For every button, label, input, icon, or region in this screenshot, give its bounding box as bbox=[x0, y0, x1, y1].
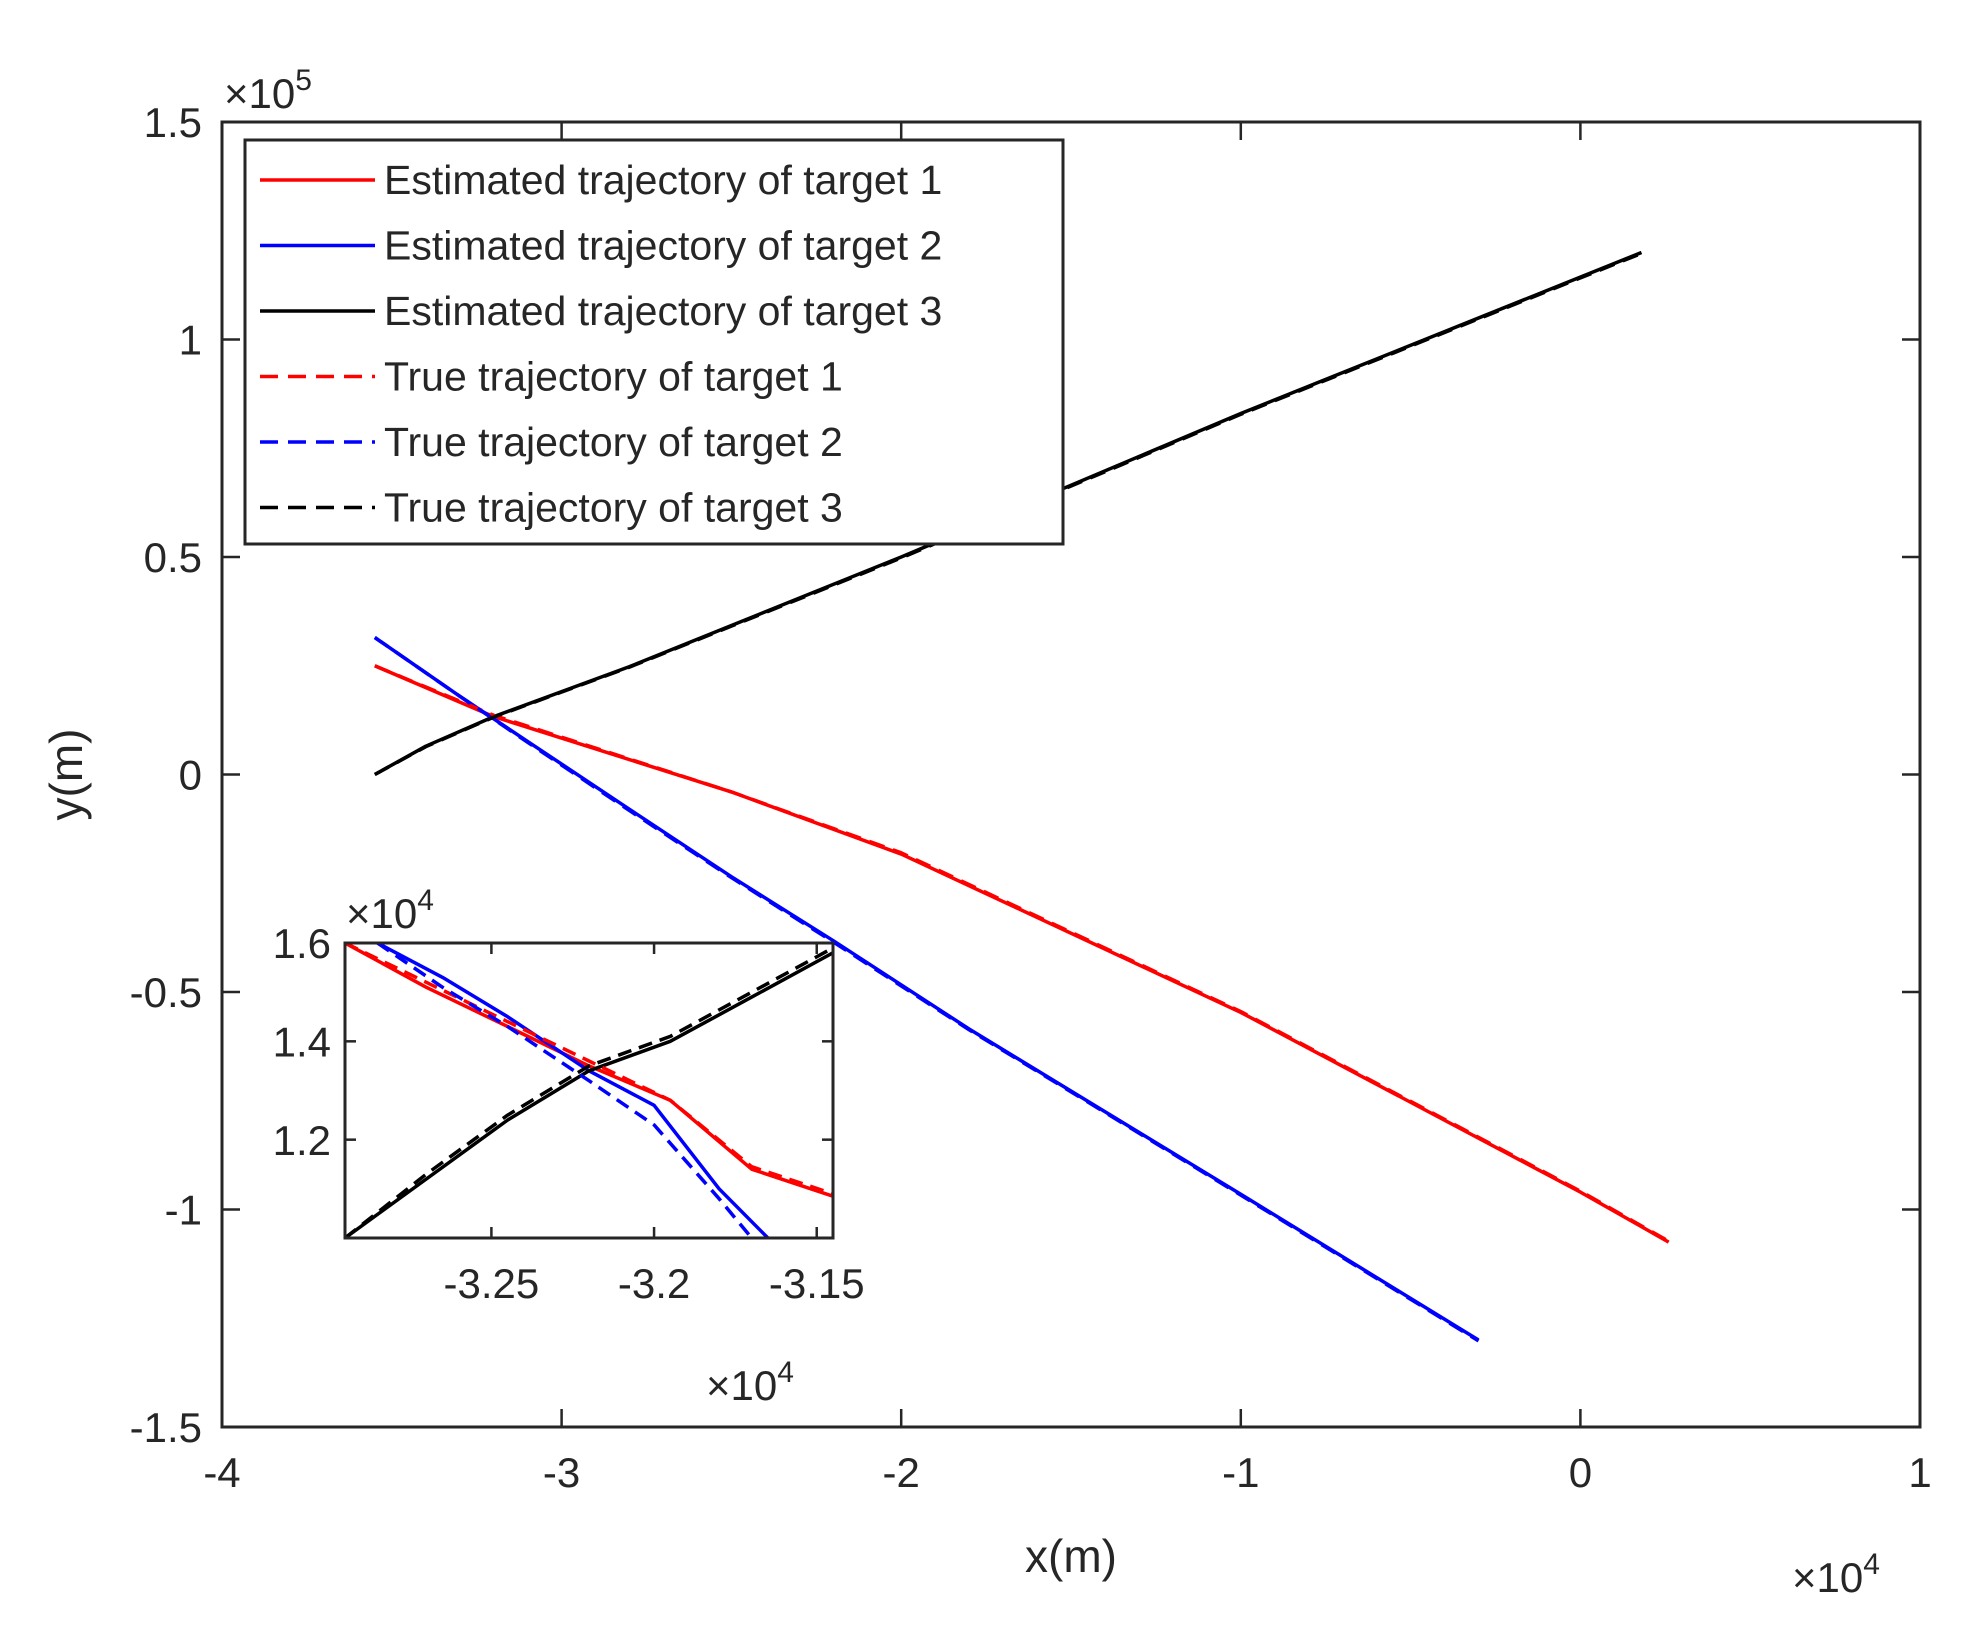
main-ticks: -4 -3 -2 -1 0 1 -1.5 -1 -0.5 0 0.5 1 1.5 bbox=[130, 99, 1932, 1496]
x-axis-exponent: ×104 bbox=[1792, 1548, 1880, 1601]
inset-y-tick-label: 1.6 bbox=[273, 920, 331, 967]
inset-series-6-true-line bbox=[345, 946, 833, 1238]
main-x-tick-label: -1 bbox=[1222, 1449, 1259, 1496]
main-series-group bbox=[373, 250, 1670, 1343]
main-y-tick-label: 1 bbox=[179, 317, 202, 364]
y-axis-label: y(m) bbox=[40, 729, 92, 821]
legend-label-6: True trajectory of target 3 bbox=[384, 485, 843, 531]
main-plot-border bbox=[220, 120, 1922, 1429]
y-axis-exponent: ×105 bbox=[224, 64, 312, 117]
inset-x-tick-label: -3.25 bbox=[444, 1260, 540, 1307]
inset-series-group bbox=[345, 943, 833, 1238]
inset-series-4-true-line bbox=[345, 943, 833, 1196]
inset-ticks: -3.25 -3.2 -3.15 1.2 1.4 1.6 bbox=[273, 920, 865, 1307]
main-x-tick-label: -3 bbox=[543, 1449, 580, 1496]
legend-label-2: Estimated trajectory of target 2 bbox=[384, 223, 942, 269]
inset-x-axis-exponent: ×104 bbox=[706, 1356, 794, 1409]
inset-series-3-estimated-line bbox=[345, 951, 833, 1238]
main-x-tick-label: 1 bbox=[1908, 1449, 1931, 1496]
inset-y-tick-label: 1.2 bbox=[273, 1117, 331, 1164]
inset-y-axis-exponent: ×104 bbox=[346, 884, 434, 937]
main-y-tick-label: 1.5 bbox=[144, 99, 202, 146]
legend-items: Estimated trajectory of target 1 Estimate… bbox=[260, 157, 942, 531]
legend-label-4: True trajectory of target 1 bbox=[384, 354, 843, 400]
inset-y-tick-label: 1.4 bbox=[273, 1018, 331, 1065]
legend-label-3: Estimated trajectory of target 3 bbox=[384, 288, 942, 334]
main-x-tick-label: 0 bbox=[1569, 1449, 1592, 1496]
inset-plot-frame bbox=[345, 943, 833, 1238]
main-x-tick-label: -2 bbox=[883, 1449, 920, 1496]
main-x-tick-label: -4 bbox=[203, 1449, 240, 1496]
main-y-tick-label: -1 bbox=[165, 1187, 202, 1234]
legend-label-1: Estimated trajectory of target 1 bbox=[384, 157, 942, 203]
main-y-tick-label: 0 bbox=[179, 752, 202, 799]
inset-x-tick-label: -3.2 bbox=[618, 1260, 690, 1307]
inset-axes: -3.25 -3.2 -3.15 1.2 1.4 1.6 ×104 ×104 bbox=[273, 884, 865, 1409]
legend-box bbox=[243, 138, 1065, 546]
inset-x-tick-label: -3.15 bbox=[769, 1260, 865, 1307]
inset-plot-border bbox=[343, 941, 835, 1240]
legend: Estimated trajectory of target 1 Estimate… bbox=[243, 138, 1065, 546]
inset-series-5-true-line bbox=[376, 943, 754, 1238]
legend-label-5: True trajectory of target 2 bbox=[384, 419, 843, 465]
main-y-tick-label: 0.5 bbox=[144, 534, 202, 581]
main-y-tick-label: -1.5 bbox=[130, 1404, 202, 1451]
main-series-6-true-line bbox=[373, 251, 1643, 777]
main-series-5-true-line bbox=[373, 636, 1480, 1343]
main-y-tick-label: -0.5 bbox=[130, 969, 202, 1016]
x-axis-label: x(m) bbox=[1025, 1530, 1117, 1582]
